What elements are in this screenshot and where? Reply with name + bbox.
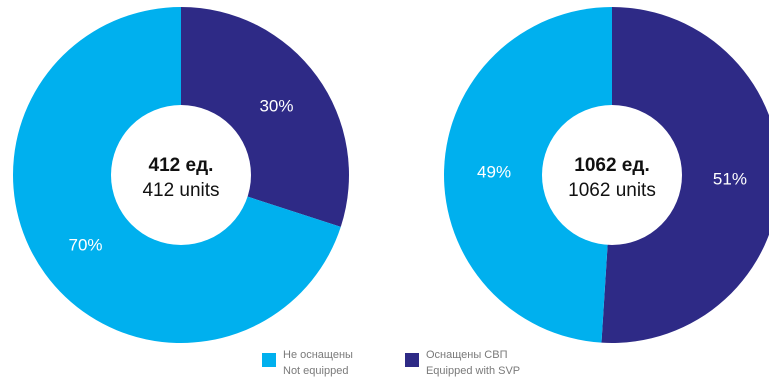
- legend-label-en: Not equipped: [283, 365, 349, 377]
- legend: Не оснащены Not equipped Оснащены СВП Eq…: [262, 347, 520, 379]
- center-label-en: 412 units: [142, 180, 219, 201]
- legend-item-equipped: Оснащены СВП Equipped with SVP: [404, 347, 521, 379]
- slice-not-equipped: [444, 7, 612, 343]
- donut-chart-1: 30% 70% 412 ед. 412 units: [13, 7, 349, 343]
- legend-swatch-equipped: [404, 353, 419, 367]
- slice-equipped: [601, 7, 769, 343]
- charts-area: 30% 70% 412 ед. 412 units 51% 49% 1062 ед. 1062…: [13, 7, 769, 343]
- legend-swatch-not-equipped: [262, 353, 276, 367]
- slice-label: 30%: [259, 97, 293, 116]
- legend-item-not-equipped: Не оснащены Not equipped: [262, 347, 353, 379]
- legend-label-ru: Не оснащены: [283, 349, 353, 361]
- slice-label: 49%: [477, 162, 511, 181]
- slice-label: 70%: [69, 235, 103, 254]
- legend-label-ru: Оснащены СВП: [425, 349, 508, 361]
- center-label-ru: 412 ед.: [149, 155, 214, 176]
- donut-chart-2: 51% 49% 1062 ед. 1062 units: [444, 7, 769, 343]
- center-label-ru: 1062 ед.: [574, 155, 649, 176]
- donut-hole: [111, 105, 251, 245]
- slice-label: 51%: [713, 170, 747, 189]
- legend-label-en: Equipped with SVP: [425, 365, 521, 377]
- center-label-en: 1062 units: [568, 180, 656, 201]
- donut-hole: [542, 105, 682, 245]
